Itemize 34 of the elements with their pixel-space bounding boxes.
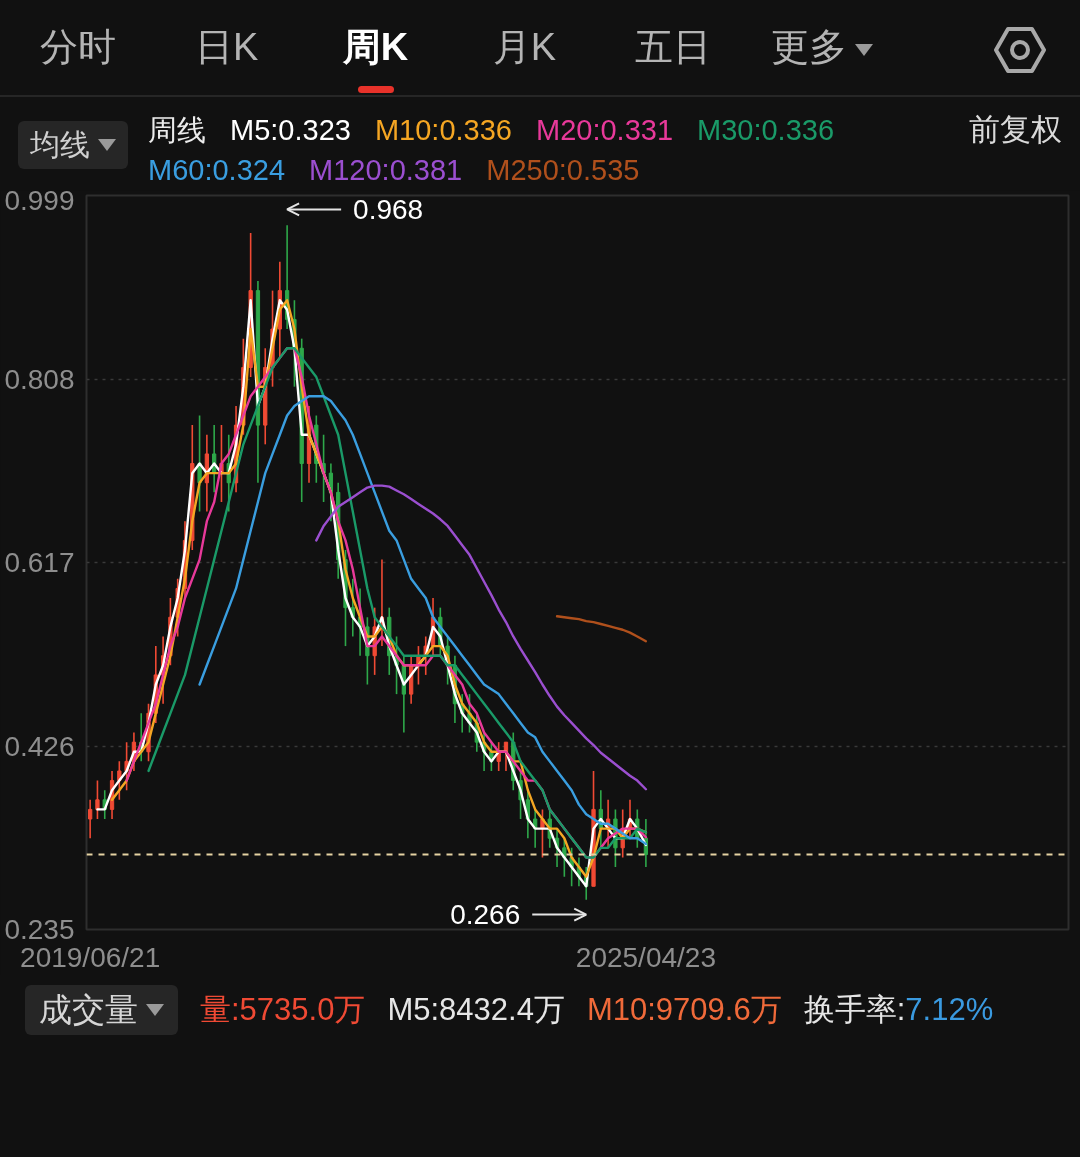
text: M250:0.535 [486, 153, 640, 188]
y-tick-label: 0.426 [4, 730, 75, 762]
text: M5:8432.4万 [387, 991, 565, 1029]
text: M120:0.381 [309, 153, 463, 188]
candlestick [117, 760, 122, 801]
text: 日K [195, 25, 259, 70]
text: 7.12% [905, 991, 994, 1029]
text: 分时 [40, 25, 116, 70]
y-tick-label: 0.999 [4, 184, 75, 216]
annotation: 0.968 [353, 193, 424, 225]
candlestick [95, 779, 100, 820]
legend-title: 周线 [148, 113, 206, 148]
dropdown-button: 均线 [18, 121, 128, 169]
annotation: 0.266 [450, 899, 521, 931]
text: 周K [342, 25, 409, 70]
candlestick [88, 799, 93, 840]
line-series [555, 615, 648, 643]
text: 五日 [635, 25, 712, 70]
line-series [315, 484, 648, 791]
text: M5:0.323 [230, 113, 351, 148]
dropdown-button: 成交量 [25, 985, 178, 1035]
text: M10:0.336 [374, 113, 512, 148]
y-tick-label: 0.808 [4, 363, 75, 395]
text: M10:9709.6万 [586, 991, 782, 1029]
text: 更多 [771, 25, 848, 70]
text: M30:0.336 [697, 113, 835, 148]
text: M60:0.324 [148, 153, 286, 188]
y-tick-label: 0.617 [4, 547, 75, 578]
text: 换手率: [803, 991, 906, 1029]
text: 量:5735.0万 [200, 991, 366, 1029]
text: 月K [492, 25, 557, 70]
text: M20:0.331 [535, 113, 674, 148]
x-tick-label: 2025/04/23 [575, 941, 716, 973]
text: 前复权 [969, 111, 1062, 149]
